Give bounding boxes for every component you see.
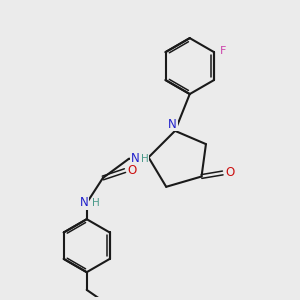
Text: H: H (92, 198, 100, 208)
Text: F: F (220, 46, 226, 56)
Text: N: N (168, 118, 177, 131)
Text: O: O (128, 164, 137, 177)
Text: N: N (131, 152, 140, 165)
Text: H: H (141, 154, 148, 164)
Text: N: N (80, 196, 89, 209)
Text: O: O (226, 167, 235, 179)
